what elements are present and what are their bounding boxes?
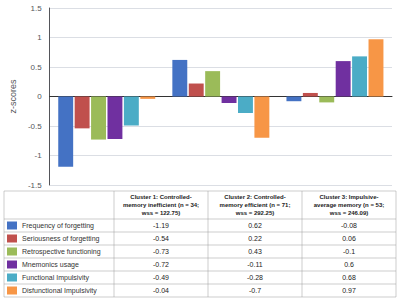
svg-text:-0.7: -0.7 [249,287,261,294]
svg-text:0.62: 0.62 [248,222,262,229]
svg-text:Seriousness of forgetting: Seriousness of forgetting [22,235,100,243]
svg-text:memory efficient (n = 71;: memory efficient (n = 71; [220,202,291,208]
svg-text:0.97: 0.97 [342,287,356,294]
svg-text:-0.28: -0.28 [247,274,263,281]
svg-text:wss = 246.09): wss = 246.09) [329,210,369,216]
svg-text:Frequency of forgetting: Frequency of forgetting [22,222,94,230]
svg-text:Cluster 2: Controlled-: Cluster 2: Controlled- [224,194,285,200]
svg-text:Cluster 3: Impulsive-: Cluster 3: Impulsive- [319,194,378,200]
svg-text:memory inefficient (n = 34;: memory inefficient (n = 34; [123,202,199,208]
svg-text:0.68: 0.68 [342,274,356,281]
svg-text:Mnemonics usage: Mnemonics usage [22,261,79,269]
svg-text:0.43: 0.43 [248,248,262,255]
svg-text:wss = 292.25): wss = 292.25) [235,210,275,216]
svg-text:0.6: 0.6 [344,261,354,268]
svg-text:-1.5: -1.5 [28,181,42,190]
svg-text:0.22: 0.22 [248,235,262,242]
svg-text:-0.54: -0.54 [153,235,169,242]
svg-text:-0.5: -0.5 [28,122,42,131]
svg-text:z-scores: z-scores [8,79,18,114]
svg-text:-1.19: -1.19 [153,222,169,229]
svg-text:-0.49: -0.49 [153,274,169,281]
svg-text:wss = 122.75): wss = 122.75) [141,210,181,216]
svg-text:-0.11: -0.11 [247,261,263,268]
svg-text:Disfunctional Impulsivity: Disfunctional Impulsivity [22,287,97,295]
svg-text:-0.1: -0.1 [343,248,355,255]
svg-text:-0.73: -0.73 [153,248,169,255]
svg-text:0.06: 0.06 [342,235,356,242]
svg-text:-0.04: -0.04 [153,287,169,294]
svg-text:Retrospective functioning: Retrospective functioning [22,248,101,256]
svg-text:0: 0 [37,92,42,101]
svg-text:-0.08: -0.08 [341,222,357,229]
svg-text:-1: -1 [35,151,43,160]
svg-text:Cluster 1: Controlled-: Cluster 1: Controlled- [130,194,191,200]
svg-text:1: 1 [37,33,42,42]
svg-text:Functional Impulsivity: Functional Impulsivity [22,274,89,282]
svg-text:average memory (n = 53;: average memory (n = 53; [314,202,385,208]
svg-text:0.5: 0.5 [31,63,43,72]
svg-text:1.5: 1.5 [31,4,43,13]
svg-text:-0.72: -0.72 [153,261,169,268]
